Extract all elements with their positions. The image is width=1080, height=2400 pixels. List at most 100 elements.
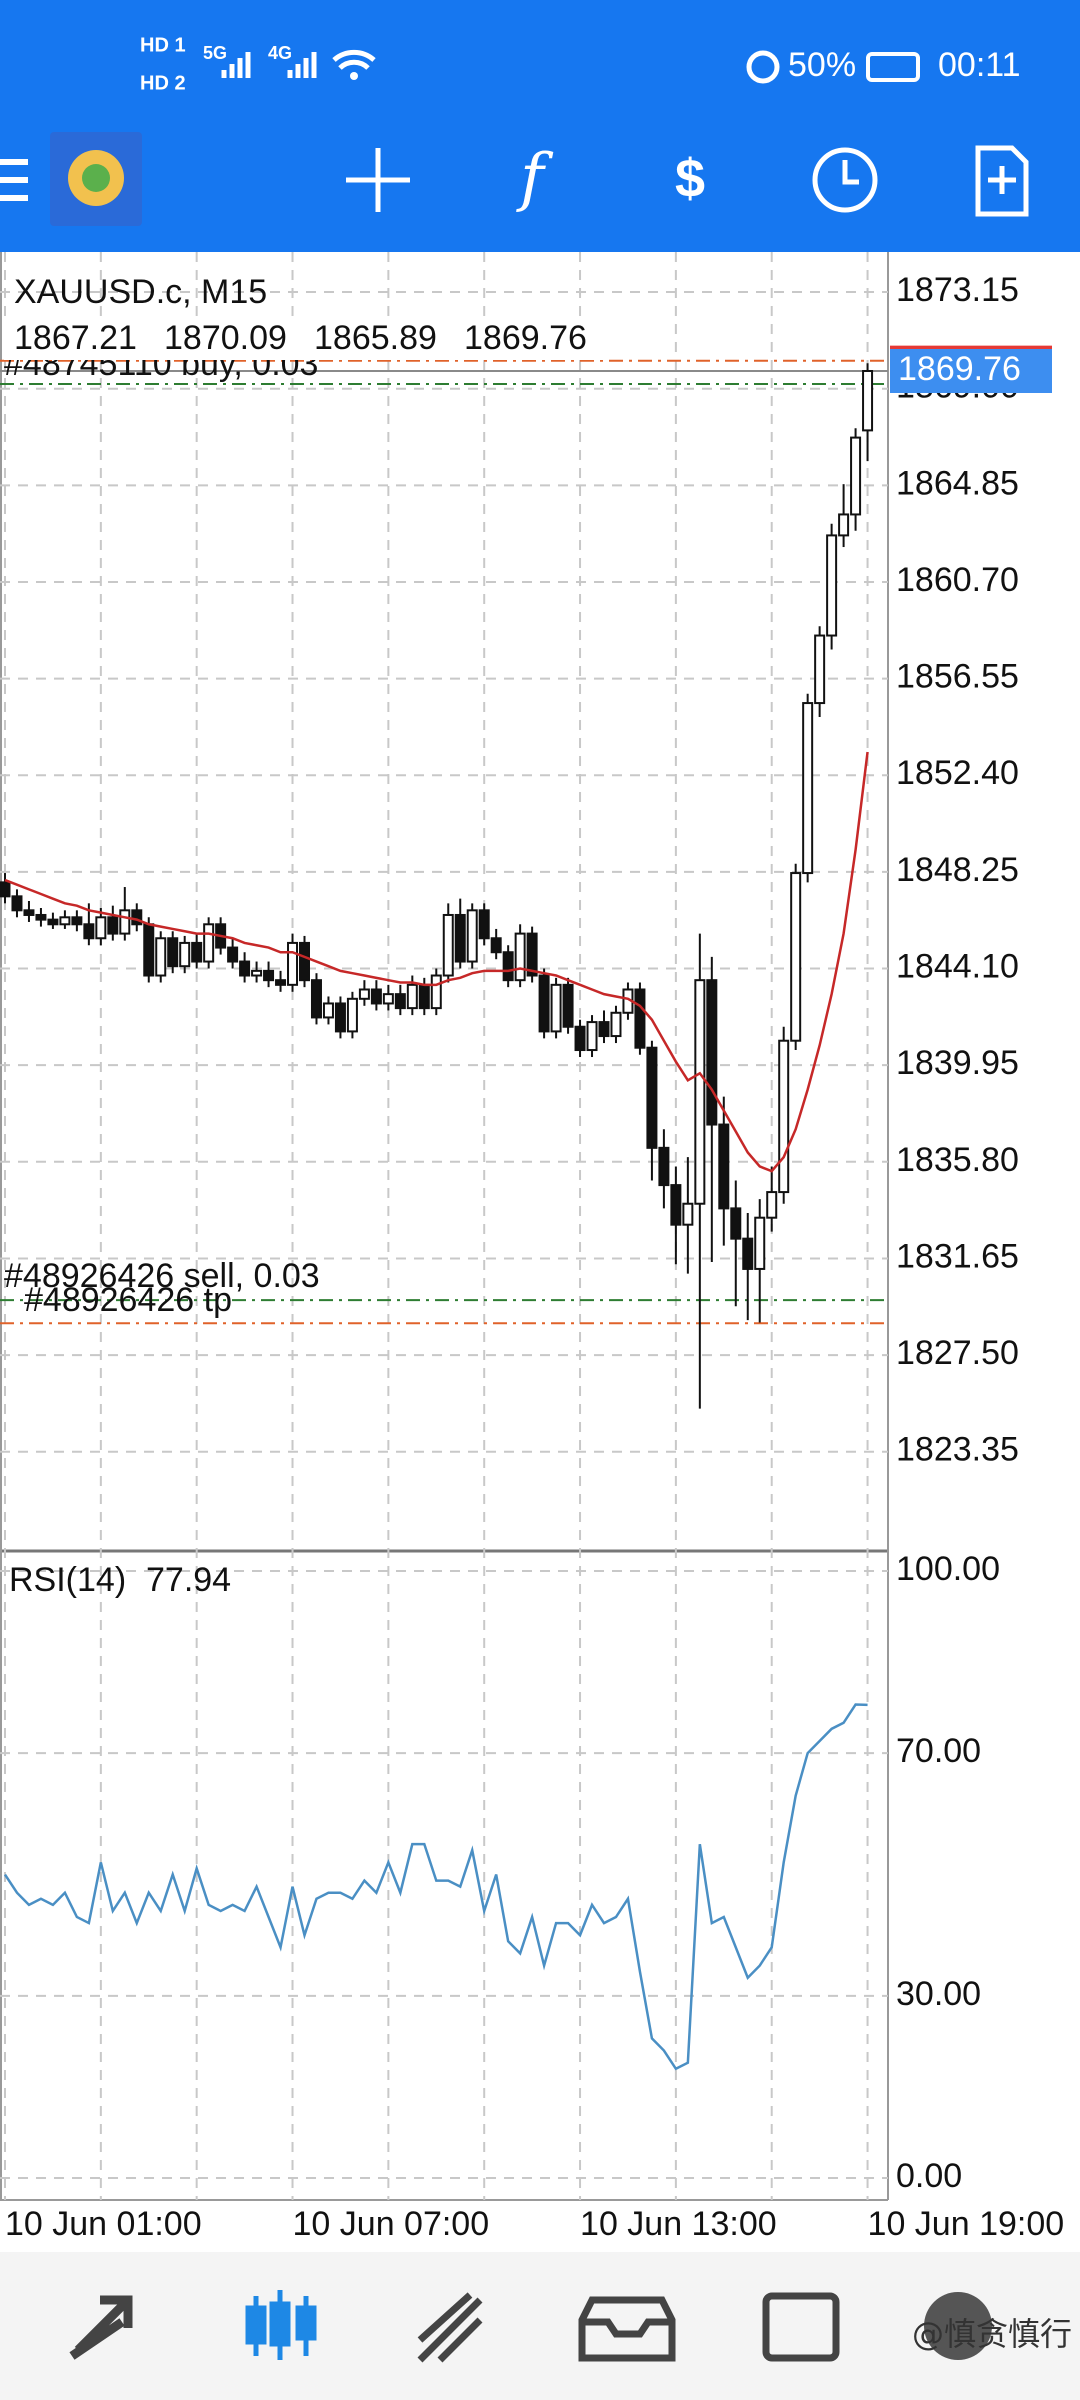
candle-body bbox=[83, 923, 95, 940]
candle-body bbox=[334, 1002, 346, 1033]
wifi-icon bbox=[332, 49, 376, 70]
candle-body bbox=[11, 895, 23, 912]
top-bar bbox=[0, 0, 1080, 252]
x-tick-label: 10 Jun 13:00 bbox=[580, 2205, 777, 2243]
menu-button[interactable] bbox=[0, 159, 28, 201]
signal-icon bbox=[221, 52, 251, 78]
y-tick-label: 1827.50 bbox=[896, 1334, 1019, 1372]
y-tick-label: 1839.95 bbox=[896, 1044, 1019, 1082]
candle-body bbox=[35, 913, 47, 921]
candle-body bbox=[59, 916, 71, 926]
candle-body bbox=[670, 1184, 682, 1226]
candle-body bbox=[466, 909, 478, 963]
x-tick-label: 10 Jun 19:00 bbox=[868, 2205, 1065, 2243]
y-tick-label: 1823.35 bbox=[896, 1431, 1019, 1469]
moving-average bbox=[4, 751, 869, 1173]
candle-body bbox=[95, 916, 107, 940]
candle-body bbox=[71, 916, 83, 926]
candle-body bbox=[790, 872, 802, 1042]
candle-body bbox=[418, 983, 430, 1010]
candle-body bbox=[502, 951, 514, 982]
candle-body bbox=[862, 369, 874, 432]
candle-body bbox=[706, 979, 718, 1126]
candle-body bbox=[778, 1039, 790, 1194]
quotes-tab[interactable] bbox=[69, 2295, 133, 2360]
candle-body bbox=[718, 1123, 730, 1210]
candle-body bbox=[107, 916, 119, 935]
wifi-icon bbox=[350, 72, 358, 80]
network: 4G bbox=[268, 43, 292, 63]
timeframe-button[interactable] bbox=[812, 147, 878, 213]
chart-tab[interactable] bbox=[245, 2290, 317, 2360]
order-label: #48926426 sell, 0.03 bbox=[4, 1257, 320, 1295]
sim-badge: HD 2 bbox=[140, 72, 186, 94]
crosshair-button[interactable] bbox=[346, 148, 410, 212]
x-tick-label: 10 Jun 01:00 bbox=[5, 2205, 202, 2243]
ohlc-text: 1870.09 bbox=[164, 319, 287, 357]
sim-badge: HD 1 bbox=[140, 34, 186, 56]
candle-body bbox=[514, 932, 526, 982]
candle-body bbox=[179, 941, 191, 968]
candle-body bbox=[610, 1011, 622, 1038]
candle-body bbox=[275, 979, 287, 986]
candle-body bbox=[730, 1207, 742, 1240]
candle-body bbox=[131, 909, 143, 926]
candle-body bbox=[802, 702, 814, 875]
y-tick-label: 1856.55 bbox=[896, 658, 1019, 696]
candle-body bbox=[814, 634, 826, 705]
rsi-label: RSI(14) bbox=[9, 1561, 126, 1599]
header-bg bbox=[4, 318, 604, 360]
ohlc-text: 1869.76 bbox=[464, 319, 587, 357]
y-tick-label: 1873.15 bbox=[896, 271, 1019, 309]
y-tick-label: 1852.40 bbox=[896, 754, 1019, 792]
candle-body bbox=[382, 993, 394, 1005]
candle-body bbox=[370, 988, 382, 1005]
candle-body bbox=[634, 988, 646, 1049]
candle-body bbox=[646, 1046, 658, 1149]
candle-body bbox=[562, 983, 574, 1028]
candle-body bbox=[143, 923, 155, 977]
symbol-title: XAUUSD.c, M15 bbox=[14, 273, 267, 311]
y-tick-label: 1835.80 bbox=[896, 1141, 1019, 1179]
network: 5G bbox=[203, 43, 227, 63]
candle-body bbox=[203, 923, 215, 963]
y-tick-label: 1848.25 bbox=[896, 851, 1019, 889]
template-button[interactable] bbox=[975, 145, 1029, 217]
battery-text: 50% bbox=[788, 46, 856, 84]
watermark: @慎贪慎行 bbox=[912, 2315, 1072, 2353]
candle-body bbox=[694, 979, 706, 1205]
candle-body bbox=[47, 918, 59, 926]
candle-body bbox=[682, 1202, 694, 1226]
candle-body bbox=[598, 1021, 610, 1038]
candle-body bbox=[754, 1216, 766, 1270]
candle-body bbox=[167, 937, 179, 968]
candle-body bbox=[586, 1021, 598, 1052]
candle-body bbox=[358, 988, 370, 1000]
candle-body bbox=[346, 997, 358, 1033]
candle-body bbox=[454, 913, 466, 963]
candle-body bbox=[251, 969, 263, 977]
candle-body bbox=[574, 1025, 586, 1052]
candle-body bbox=[838, 513, 850, 537]
bottom-nav bbox=[0, 2252, 1080, 2400]
candle-body bbox=[263, 969, 275, 982]
y-tick-label: 70.00 bbox=[896, 1732, 981, 1770]
history-tab[interactable] bbox=[578, 2296, 676, 2362]
candle-body bbox=[155, 937, 167, 977]
candle-body bbox=[119, 909, 131, 935]
candle-body bbox=[239, 960, 251, 977]
trade-button[interactable]: $ bbox=[675, 148, 705, 208]
settings-tab[interactable] bbox=[924, 2292, 992, 2360]
candle-body bbox=[394, 993, 406, 1010]
y-tick-label: 1831.65 bbox=[896, 1237, 1019, 1275]
y-tick-label: 100.00 bbox=[896, 1550, 1000, 1588]
clock: 00:11 bbox=[938, 46, 1021, 84]
news-tab[interactable] bbox=[762, 2292, 840, 2362]
timeframe-button bbox=[842, 160, 859, 185]
candle-body bbox=[478, 909, 490, 940]
trade-tab[interactable] bbox=[417, 2292, 483, 2363]
candle-body bbox=[430, 974, 442, 1010]
order-label: #48926426 tp bbox=[24, 1281, 232, 1319]
